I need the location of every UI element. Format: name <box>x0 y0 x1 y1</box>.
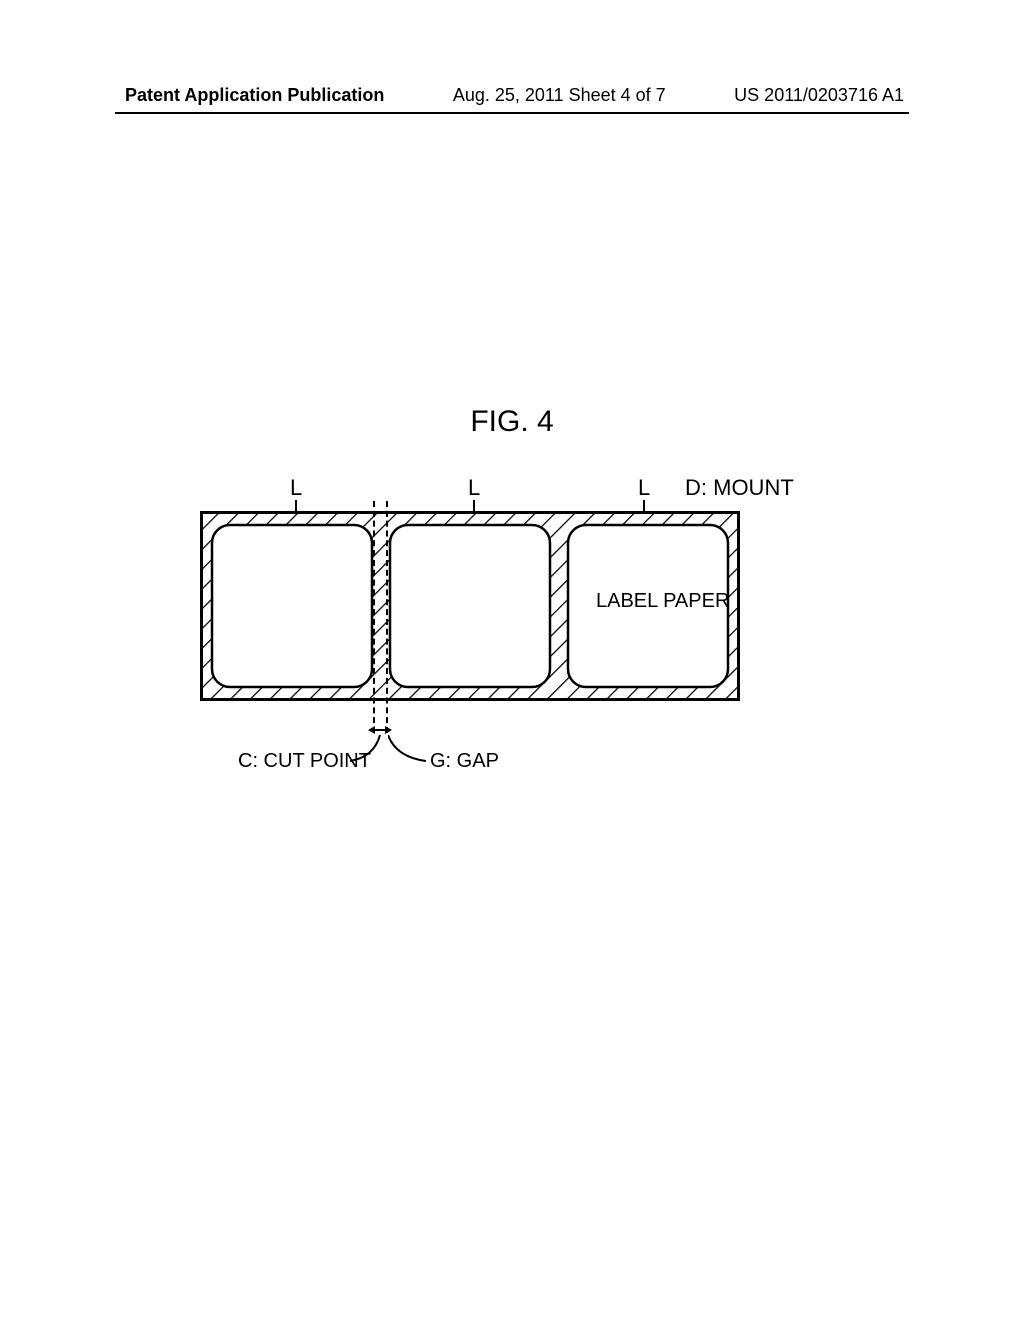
header-publication-number: US 2011/0203716 A1 <box>734 85 904 106</box>
diagram-container: L L L D: MOUNT LABEL PAP <box>200 475 820 785</box>
label-cut-point: C: CUT POINT <box>238 750 371 773</box>
label-l-1: L <box>290 475 302 501</box>
header-publication-type: Patent Application Publication <box>125 85 384 106</box>
label-l-3: L <box>638 475 650 501</box>
header-divider <box>115 112 909 114</box>
label-paper-text: LABEL PAPER <box>596 590 729 613</box>
header-date-sheet: Aug. 25, 2011 Sheet 4 of 7 <box>453 85 666 106</box>
label-mount: D: MOUNT <box>685 475 794 501</box>
figure-title: FIG. 4 <box>470 405 553 439</box>
label-gap: G: GAP <box>430 750 499 773</box>
label-l-2: L <box>468 475 480 501</box>
dashed-line-left <box>373 501 375 733</box>
gap-leader <box>388 735 428 770</box>
dashed-line-right <box>386 501 388 733</box>
